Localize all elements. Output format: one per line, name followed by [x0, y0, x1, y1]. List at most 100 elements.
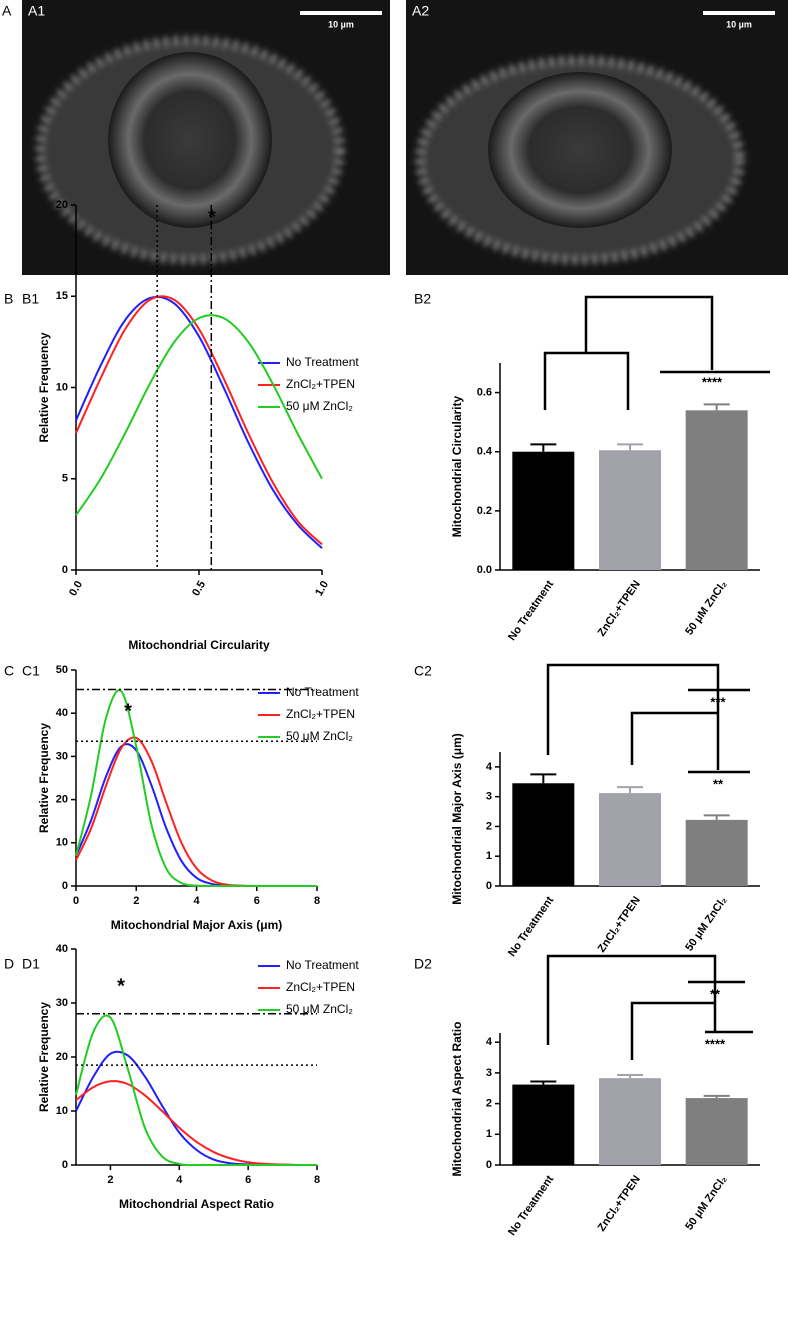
- y-tick-label: 20: [56, 199, 68, 211]
- x-tick-label: 8: [314, 895, 320, 907]
- series-line: [75, 689, 317, 888]
- x-tick-label: 4: [193, 895, 200, 907]
- x-axis-label: Mitochondrial Circularity: [128, 638, 270, 652]
- y-tick-label: 10: [56, 381, 68, 393]
- bar: [685, 819, 748, 886]
- bar: [512, 451, 575, 570]
- bar: [599, 1078, 661, 1165]
- annotation: ****: [702, 374, 723, 389]
- panel-label: A2: [412, 3, 429, 19]
- y-tick-label: 50: [56, 664, 68, 676]
- series-line: [75, 1080, 318, 1167]
- bar: [512, 1084, 575, 1165]
- series-line: [75, 314, 323, 516]
- panel-label: B1: [22, 291, 39, 307]
- panel-label: C2: [414, 663, 432, 679]
- y-axis-label: Relative Frequency: [37, 723, 51, 833]
- y-tick-label: 0: [62, 1159, 68, 1171]
- y-tick-label: 10: [56, 837, 68, 849]
- series-line: [75, 295, 323, 546]
- annotation: *: [124, 700, 132, 722]
- panel-label: D1: [22, 956, 40, 972]
- scale-bar-label: 10 µm: [726, 19, 752, 29]
- series-line: [75, 1014, 317, 1167]
- y-tick-label: 15: [56, 290, 68, 302]
- legend-label: 50 μM ZnCl₂: [286, 1002, 353, 1016]
- y-axis-label: Mitochondrial Aspect Ratio: [450, 1022, 464, 1177]
- y-axis-label: Relative Frequency: [37, 332, 51, 442]
- legend-label: ZnCl₂+TPEN: [286, 980, 355, 994]
- y-tick-label: 30: [56, 750, 68, 762]
- x-tick-label: 6: [245, 1174, 251, 1186]
- y-tick-label: 1: [486, 850, 492, 862]
- significance-bracket: [546, 663, 720, 770]
- bar: [512, 783, 575, 886]
- y-axis-label: Mitochondrial Circularity: [450, 396, 464, 538]
- annotation: **: [710, 986, 721, 1001]
- significance-bracket: [546, 954, 717, 1045]
- legend-label: ZnCl₂+TPEN: [286, 377, 355, 391]
- x-tick-label: ZnCl₂+TPEN: [596, 578, 643, 638]
- y-tick-label: 30: [56, 997, 68, 1009]
- y-tick-label: 40: [56, 943, 68, 955]
- x-tick-label: 50 μM ZnCl₂: [683, 894, 729, 953]
- row-label: B: [4, 291, 13, 307]
- x-axis-label: Mitochondrial Aspect Ratio: [119, 1197, 274, 1211]
- y-tick-label: 4: [486, 761, 493, 773]
- y-tick-label: 4: [486, 1036, 493, 1048]
- x-tick-label: 6: [254, 895, 260, 907]
- legend-label: 50 μM ZnCl₂: [286, 399, 353, 413]
- y-tick-label: 40: [56, 707, 68, 719]
- y-tick-label: 3: [486, 1067, 492, 1079]
- row-label: C: [4, 663, 14, 679]
- bar: [599, 793, 661, 886]
- panel-label: D2: [414, 956, 432, 972]
- x-tick-label: 50 μM ZnCl₂: [683, 578, 729, 637]
- y-tick-label: 0: [486, 880, 492, 892]
- significance-bracket: [584, 295, 714, 370]
- y-tick-label: 2: [486, 1098, 492, 1110]
- y-tick-label: 5: [62, 473, 68, 485]
- annotation: *: [117, 975, 125, 997]
- y-tick-label: 20: [56, 794, 68, 806]
- legend-label: 50 μM ZnCl₂: [286, 729, 353, 743]
- annotation: ****: [705, 1036, 726, 1051]
- annotation: ***: [710, 694, 726, 709]
- y-tick-label: 2: [486, 820, 492, 832]
- y-tick-label: 0: [62, 564, 68, 576]
- y-tick-label: 0.4: [477, 446, 493, 458]
- legend-label: No Treatment: [286, 355, 359, 369]
- y-tick-label: 0.0: [477, 564, 492, 576]
- panel-label: B2: [414, 291, 431, 307]
- x-tick-label: 1.0: [313, 579, 331, 598]
- y-axis-label: Relative Frequency: [37, 1002, 51, 1112]
- bar: [685, 410, 748, 570]
- y-tick-label: 0.2: [477, 505, 492, 517]
- micrograph-a1: [22, 0, 390, 275]
- y-tick-label: 10: [56, 1105, 68, 1117]
- significance-bracket: [630, 711, 718, 765]
- bar: [599, 450, 661, 570]
- series-line: [75, 1050, 317, 1167]
- y-tick-label: 20: [56, 1051, 68, 1063]
- row-label: A: [2, 3, 12, 19]
- y-axis-label: Mitochondrial Major Axis (μm): [450, 733, 464, 905]
- x-tick-label: No Treatment: [506, 1173, 556, 1238]
- panel-label: C1: [22, 663, 40, 679]
- y-tick-label: 1: [486, 1128, 492, 1140]
- x-tick-label: ZnCl₂+TPEN: [596, 894, 643, 954]
- series-line: [75, 743, 317, 888]
- significance-bracket: [630, 1001, 715, 1060]
- x-tick-label: 2: [133, 895, 139, 907]
- x-tick-label: 0: [73, 895, 79, 907]
- legend-label: ZnCl₂+TPEN: [286, 707, 355, 721]
- panel-label: A1: [28, 3, 45, 19]
- micrograph-a2: [406, 0, 788, 275]
- x-tick-label: ZnCl₂+TPEN: [596, 1173, 643, 1233]
- series-line: [75, 295, 323, 549]
- x-tick-label: 8: [314, 1174, 320, 1186]
- x-tick-label: 0.0: [67, 579, 85, 598]
- annotation: **: [713, 776, 724, 791]
- legend-label: No Treatment: [286, 958, 359, 972]
